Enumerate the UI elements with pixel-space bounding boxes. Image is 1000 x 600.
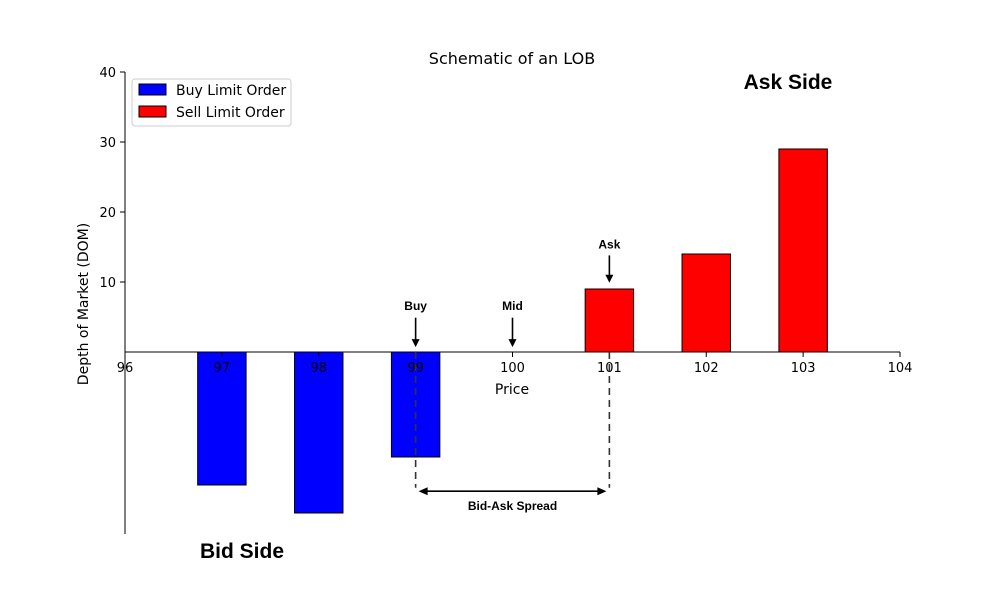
annot-mid-arrow-head xyxy=(508,339,517,348)
x-tick-label-98: 98 xyxy=(310,361,327,376)
annot-buy-label: Buy xyxy=(404,299,427,313)
x-tick-label-104: 104 xyxy=(888,361,913,376)
bar-buy-97 xyxy=(197,351,247,486)
y-axis-label: Depth of Market (DOM) xyxy=(76,223,92,385)
x-tick-label-102: 102 xyxy=(694,361,719,376)
bar-buy-98 xyxy=(294,351,344,514)
y-tick-label-20: 20 xyxy=(99,206,116,221)
legend-label-buy: Buy Limit Order xyxy=(176,83,286,99)
bar-sell-102 xyxy=(681,253,731,353)
bid-side-label: Bid Side xyxy=(200,540,284,563)
bar-sell-101 xyxy=(584,288,635,353)
annot-ask-arrow-head xyxy=(605,274,614,283)
annotations-layer: Buy Mid Ask Bid-Ask Spread Ask Side Bid Side xyxy=(200,71,832,563)
y-tick-label-10: 10 xyxy=(99,276,116,291)
legend-swatch-sell xyxy=(138,105,167,118)
annot-ask-label: Ask xyxy=(598,237,620,251)
x-axis-label: Price xyxy=(495,382,529,398)
y-tick-label-40: 40 xyxy=(99,66,116,81)
spread-arrow-left-head xyxy=(418,487,428,496)
x-tick-label-103: 103 xyxy=(791,361,816,376)
legend-swatch-buy xyxy=(138,83,167,96)
x-tick-label-96: 96 xyxy=(117,361,134,376)
spread-label: Bid-Ask Spread xyxy=(468,499,557,513)
legend-box xyxy=(131,78,292,127)
legend: Buy Limit Order Sell Limit Order xyxy=(131,78,292,127)
y-tick-label-30: 30 xyxy=(99,136,116,151)
x-tick-label-100: 100 xyxy=(500,361,525,376)
annot-buy-arrow-head xyxy=(411,339,420,348)
x-tick-label-97: 97 xyxy=(214,361,231,376)
bar-sell-103 xyxy=(778,148,828,353)
legend-label-sell: Sell Limit Order xyxy=(176,105,285,121)
spread-arrow-right-head xyxy=(597,487,607,496)
annot-mid-label: Mid xyxy=(502,299,523,313)
ask-side-label: Ask Side xyxy=(744,71,833,94)
chart-title: Schematic of an LOB xyxy=(429,49,595,68)
